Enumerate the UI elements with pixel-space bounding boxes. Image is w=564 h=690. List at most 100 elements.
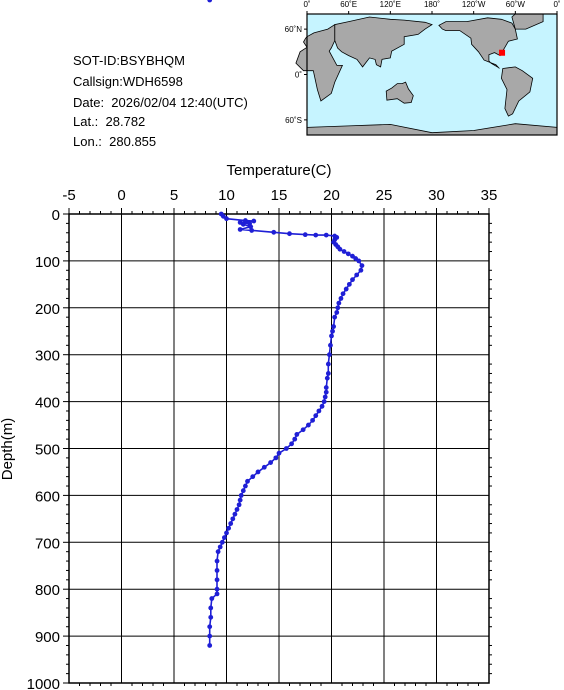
map-ticks — [304, 11, 558, 121]
y-tick-label: 800 — [35, 582, 60, 599]
y-tick-label: 1000 — [27, 676, 60, 690]
map-lat-label: 60˚S — [285, 116, 302, 125]
profile-point — [356, 258, 362, 264]
profile-point — [214, 568, 220, 573]
station-marker — [499, 49, 506, 56]
profile-point — [207, 643, 213, 648]
profile-point — [316, 408, 322, 414]
profile-point — [236, 502, 242, 508]
profile-point — [243, 483, 248, 489]
profile-point — [343, 286, 349, 292]
land-south-america — [500, 66, 534, 117]
x-tick-label: 35 — [481, 187, 498, 204]
map-lon-label: 0˚ — [553, 0, 560, 9]
profile-point — [214, 558, 220, 564]
profile-point — [330, 328, 335, 334]
profile-point — [327, 352, 332, 358]
profile-point — [300, 427, 306, 433]
profile-point — [325, 371, 331, 376]
callsign-label: Callsign:WDH6598 — [73, 74, 183, 89]
chart-grid — [68, 213, 490, 684]
profile-point — [230, 516, 236, 522]
profile-point — [336, 300, 342, 306]
land-asia — [334, 16, 433, 68]
profile-point — [222, 535, 227, 541]
map-lon-label: 180˚ — [424, 0, 440, 9]
profile-point — [271, 229, 277, 235]
profile-point — [319, 403, 325, 409]
profile-point — [289, 441, 294, 447]
y-tick-label: 900 — [35, 629, 60, 646]
y-tick-label: 700 — [35, 535, 60, 552]
profile-point — [234, 507, 240, 512]
profile-point — [226, 525, 232, 531]
profile-point — [224, 216, 229, 222]
profile-point — [323, 232, 329, 238]
profile-point — [261, 464, 267, 470]
x-tick-label: 5 — [170, 187, 178, 204]
profile-point — [328, 342, 333, 348]
profile-point — [237, 497, 243, 503]
profile-point — [214, 591, 220, 597]
land-north-america — [438, 17, 518, 69]
longitude-label: Lon.: 280.855 — [73, 134, 157, 149]
x-tick-label: 25 — [376, 187, 393, 204]
profile-point — [313, 232, 319, 238]
profile-point — [346, 281, 352, 287]
profile-point — [209, 596, 215, 601]
profile-point — [292, 436, 298, 442]
profile-point — [251, 218, 257, 224]
profile-point — [219, 539, 225, 545]
plot-frame — [68, 213, 490, 684]
x-tick-label: 10 — [218, 187, 235, 204]
x-axis-title: Temperature(C) — [226, 162, 331, 179]
profile-point — [224, 530, 229, 536]
profile-point — [341, 249, 347, 254]
y-tick-label: 0 — [52, 207, 60, 224]
land-australia — [385, 81, 414, 104]
x-tick-label: 15 — [271, 187, 288, 204]
profile-point — [283, 446, 289, 451]
profile-point — [335, 305, 341, 311]
profile-point — [325, 361, 331, 367]
profile-point — [207, 624, 213, 630]
profile-point — [331, 324, 336, 329]
y-tick-label: 300 — [35, 348, 60, 365]
profile-point — [354, 272, 360, 278]
profile-point — [306, 422, 311, 428]
map-longitude-labels: 0˚ 60˚E 120˚E 180˚ 120˚W 60˚W 0˚ — [303, 0, 560, 9]
profile-point — [238, 493, 244, 498]
profile-point — [243, 218, 248, 223]
profile-point — [332, 314, 338, 320]
y-tick-label: 100 — [35, 254, 60, 271]
profile-point — [208, 605, 214, 611]
profile-point — [232, 511, 238, 517]
profile-point — [322, 394, 328, 400]
profile-point — [358, 267, 364, 273]
y-tick-label: 200 — [35, 301, 60, 318]
profile-point — [359, 263, 365, 268]
profile-point — [350, 277, 355, 283]
profile-point — [340, 291, 346, 297]
profile-point — [207, 0, 213, 3]
map-latitude-labels: 60˚N 0˚ 60˚S — [285, 25, 303, 125]
profile-point — [208, 614, 214, 620]
profile-point — [217, 544, 223, 550]
profile-point — [240, 488, 246, 494]
profile-point — [337, 246, 343, 252]
map-lon-label: 60˚W — [506, 0, 526, 9]
map-lon-label: 0˚ — [303, 0, 310, 9]
profile-point — [215, 549, 221, 555]
y-tick-label: 600 — [35, 488, 60, 505]
profile-point — [329, 333, 334, 339]
profile-point — [268, 460, 273, 465]
map-land — [295, 13, 558, 136]
world-map: 0˚ 60˚E 120˚E 180˚ 120˚W 60˚W 0˚ 60˚N 0˚ 60˚S — [285, 0, 561, 136]
profile-point — [228, 521, 234, 526]
profile-point — [207, 633, 213, 639]
profile-point — [237, 227, 243, 232]
profile-point — [323, 389, 329, 395]
profile-point — [255, 469, 261, 475]
date-label: Date: 2026/02/04 12:40(UTC) — [73, 95, 248, 110]
